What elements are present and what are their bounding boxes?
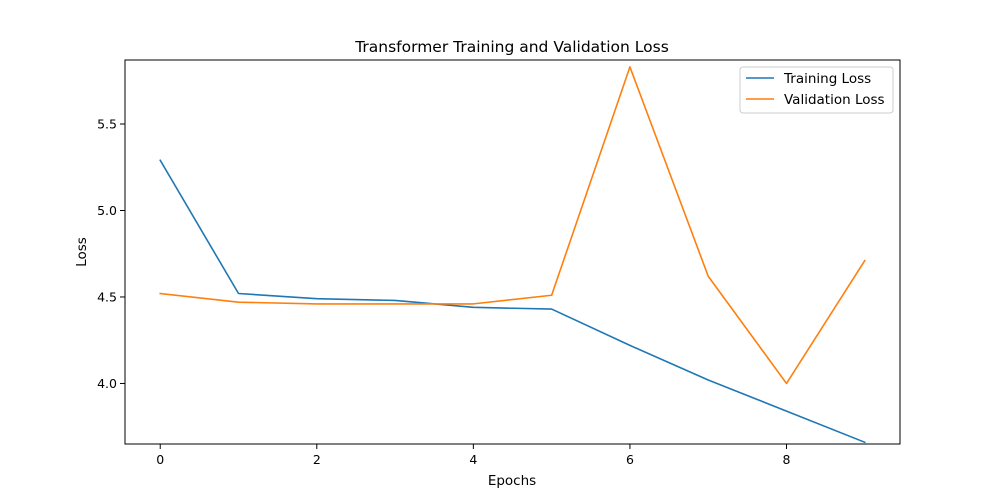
y-tick-label: 5.0 — [97, 203, 117, 218]
plot-frame — [124, 59, 901, 445]
x-tick-label: 6 — [626, 452, 634, 467]
x-axis-ticks: 0 2 4 6 8 — [156, 444, 791, 467]
y-tick-label: 5.5 — [97, 117, 117, 132]
y-tick-label: 4.5 — [97, 289, 117, 304]
x-axis-label: Epochs — [488, 473, 536, 489]
series-lines — [159, 66, 866, 444]
x-tick-label: 0 — [156, 452, 164, 467]
y-axis-label: Loss — [74, 237, 90, 267]
legend: Training Loss Validation Loss — [739, 66, 894, 114]
x-tick-label: 2 — [313, 452, 321, 467]
series-line-training-loss — [159, 159, 866, 444]
chart-title: Transformer Training and Validation Loss — [354, 38, 669, 56]
legend-label: Validation Loss — [784, 92, 885, 108]
x-tick-label: 4 — [469, 452, 477, 467]
y-tick-label: 4.0 — [97, 376, 117, 391]
y-axis-ticks: 4.0 4.5 5.0 5.5 — [97, 117, 125, 391]
legend-label: Training Loss — [783, 71, 871, 87]
legend-box — [739, 66, 894, 114]
x-tick-label: 8 — [783, 452, 791, 467]
series-line-validation-loss — [159, 66, 866, 385]
